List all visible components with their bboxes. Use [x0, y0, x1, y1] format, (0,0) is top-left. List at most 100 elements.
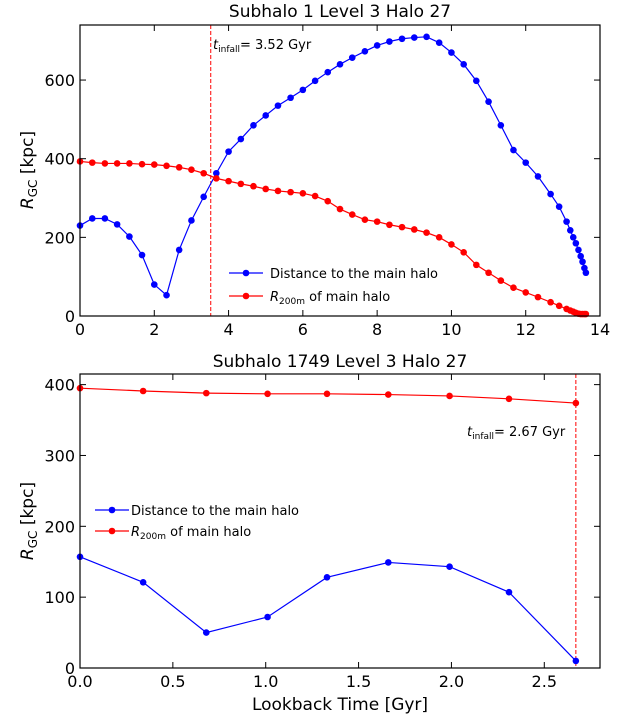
x-tick-label: 6	[298, 320, 308, 339]
r200m-point	[384, 391, 392, 398]
distance-point	[547, 190, 554, 198]
x-tick-label: 0.0	[67, 672, 92, 691]
top-legend-r200m: R200m of main halo	[270, 290, 390, 307]
r200m-point	[348, 211, 356, 218]
r200m-point	[473, 261, 480, 269]
distance-point	[510, 146, 517, 154]
distance-point	[485, 98, 492, 105]
r200m-point	[287, 188, 294, 196]
r200m-point	[113, 160, 121, 167]
distance-point	[505, 588, 513, 596]
distance-point	[410, 34, 418, 41]
r200m-point	[200, 169, 207, 177]
bottom-panel-ylabel: RGC [kpc]	[18, 482, 40, 560]
x-tick-label: 2.5	[532, 672, 557, 691]
distance-point	[213, 169, 220, 177]
r200m-point	[572, 399, 580, 407]
r200m-point	[410, 226, 418, 233]
r200m-point	[274, 187, 282, 195]
distance-point	[572, 239, 580, 247]
distance-point	[299, 86, 307, 94]
r200m-point	[510, 284, 517, 291]
distance-point	[113, 221, 121, 228]
r200m-point	[225, 177, 232, 185]
r200m-point	[386, 221, 393, 229]
bottom-legend-distance: Distance to the main halo	[131, 504, 299, 519]
r200m-point	[460, 248, 467, 256]
distance-point	[163, 291, 170, 299]
x-tick-label: 0	[75, 320, 85, 339]
top-panel-frame	[79, 24, 601, 317]
r200m-point	[323, 390, 331, 398]
r200m-point	[188, 166, 195, 174]
r200m-point	[126, 160, 133, 167]
bottom-panel-xlabel: Lookback Time [Gyr]	[252, 695, 428, 715]
r200m-point	[175, 164, 183, 171]
top-panel-title: Subhalo 1 Level 3 Halo 27	[229, 2, 451, 22]
r200m-point	[547, 298, 554, 306]
distance-point	[386, 38, 393, 45]
r200m-point	[138, 160, 146, 168]
r200m-point	[88, 159, 96, 166]
r200m-point	[139, 387, 147, 395]
bottom-panel-frame	[79, 373, 601, 669]
y-tick-label: 300	[44, 446, 75, 465]
distance-point	[563, 218, 570, 225]
r200m-point	[485, 269, 492, 277]
distance-point	[150, 281, 158, 288]
distance-point	[460, 61, 467, 68]
top-panel-marks	[76, 25, 590, 318]
distance-point	[373, 42, 381, 49]
x-tick-label: 1.0	[253, 672, 278, 691]
r200m-point	[311, 192, 319, 200]
y-tick-label: 100	[44, 588, 75, 607]
r200m-point	[497, 277, 505, 284]
top-panel-ylabel: RGC [kpc]	[18, 131, 40, 209]
distance-point	[324, 68, 332, 76]
distance-point	[577, 252, 584, 260]
distance-point	[555, 203, 563, 210]
bottom-panel-ticks: 0.0 0.5 1.0 1.5 2.0 2.5 0 100 200 300 400	[44, 374, 600, 691]
distance-point	[287, 94, 294, 102]
distance-point	[101, 215, 109, 222]
y-tick-label: 600	[44, 71, 75, 90]
x-tick-label: 2	[149, 320, 159, 339]
bottom-panel-legend: Distance to the main halo R200m of main …	[95, 504, 299, 542]
r200m-point	[435, 234, 443, 241]
x-tick-label: 2.0	[439, 672, 464, 691]
x-tick-label: 8	[372, 320, 382, 339]
distance-point	[423, 33, 430, 41]
distance-point	[566, 226, 574, 234]
r200m-point	[534, 293, 542, 301]
r200m-point	[213, 175, 220, 182]
x-tick-label: 1.5	[346, 672, 371, 691]
r200m-point	[446, 392, 453, 400]
r200m-point	[324, 197, 332, 205]
distance-point	[435, 39, 443, 46]
r200m-point	[336, 205, 344, 213]
bottom-panel-marks	[76, 374, 580, 668]
distance-point	[126, 233, 133, 240]
r200m-point	[398, 223, 406, 231]
distance-point	[361, 48, 369, 55]
distance-point	[473, 77, 480, 85]
x-tick-label: 12	[516, 320, 536, 339]
r200m-point	[555, 302, 563, 310]
r200m-point	[250, 182, 257, 190]
top-panel-legend: Distance to the main halo R200m of main …	[229, 267, 438, 307]
distance-point	[569, 234, 577, 241]
distance-point	[274, 102, 282, 109]
r200m-point	[373, 218, 381, 225]
r200m-point	[150, 161, 158, 168]
distance-point	[323, 574, 331, 581]
distance-point	[200, 193, 207, 201]
distance-point	[384, 559, 392, 566]
r200m-point	[101, 160, 109, 167]
bottom-panel: Subhalo 1749 Level 3 Halo 27 0.0 0.5 1.0 1.…	[18, 352, 601, 715]
distance-line	[79, 556, 577, 662]
r200m-point	[262, 185, 270, 193]
distance-point	[336, 61, 344, 68]
r200m-point	[202, 389, 210, 397]
distance-point	[348, 54, 356, 61]
distance-point	[264, 613, 271, 621]
